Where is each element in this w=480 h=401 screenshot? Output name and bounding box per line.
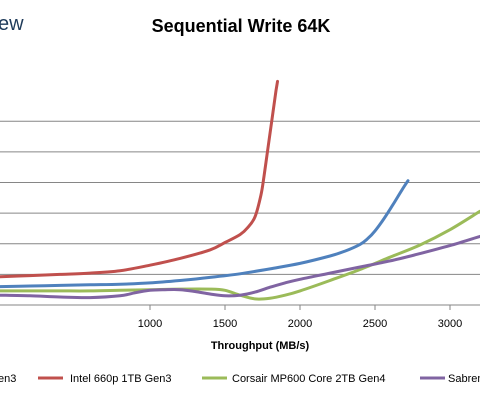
x-tick-label: 1000 (138, 318, 162, 330)
legend-label: Intel 660p 1TB Gen3 (70, 373, 172, 385)
series-line-corsair-mp600-core-2tb-gen4 (0, 209, 480, 301)
series-line-intel-660p-1tb-gen3 (0, 79, 279, 279)
series-line-en3 (0, 179, 410, 289)
brand-logo-fragment: ew (0, 13, 24, 35)
legend-label: Sabren (448, 373, 480, 385)
x-tick-label: 2500 (363, 318, 387, 330)
x-axis-ticks: 1000 1500 2000 2500 3000 (138, 305, 462, 330)
legend-label: en3 (0, 373, 16, 385)
legend: en3 Intel 660p 1TB Gen3 Corsair MP600 Core… (0, 373, 480, 385)
x-tick-label: 2000 (288, 318, 312, 330)
chart-title: Sequential Write 64K (152, 16, 331, 36)
legend-label: Corsair MP600 Core 2TB Gen4 (232, 373, 385, 385)
x-tick-label: 3000 (438, 318, 462, 330)
x-axis-title: Throughput (MB/s) (211, 340, 310, 352)
x-tick-label: 1500 (213, 318, 237, 330)
series-lines (0, 79, 480, 301)
series-line-sabrent (0, 234, 480, 300)
